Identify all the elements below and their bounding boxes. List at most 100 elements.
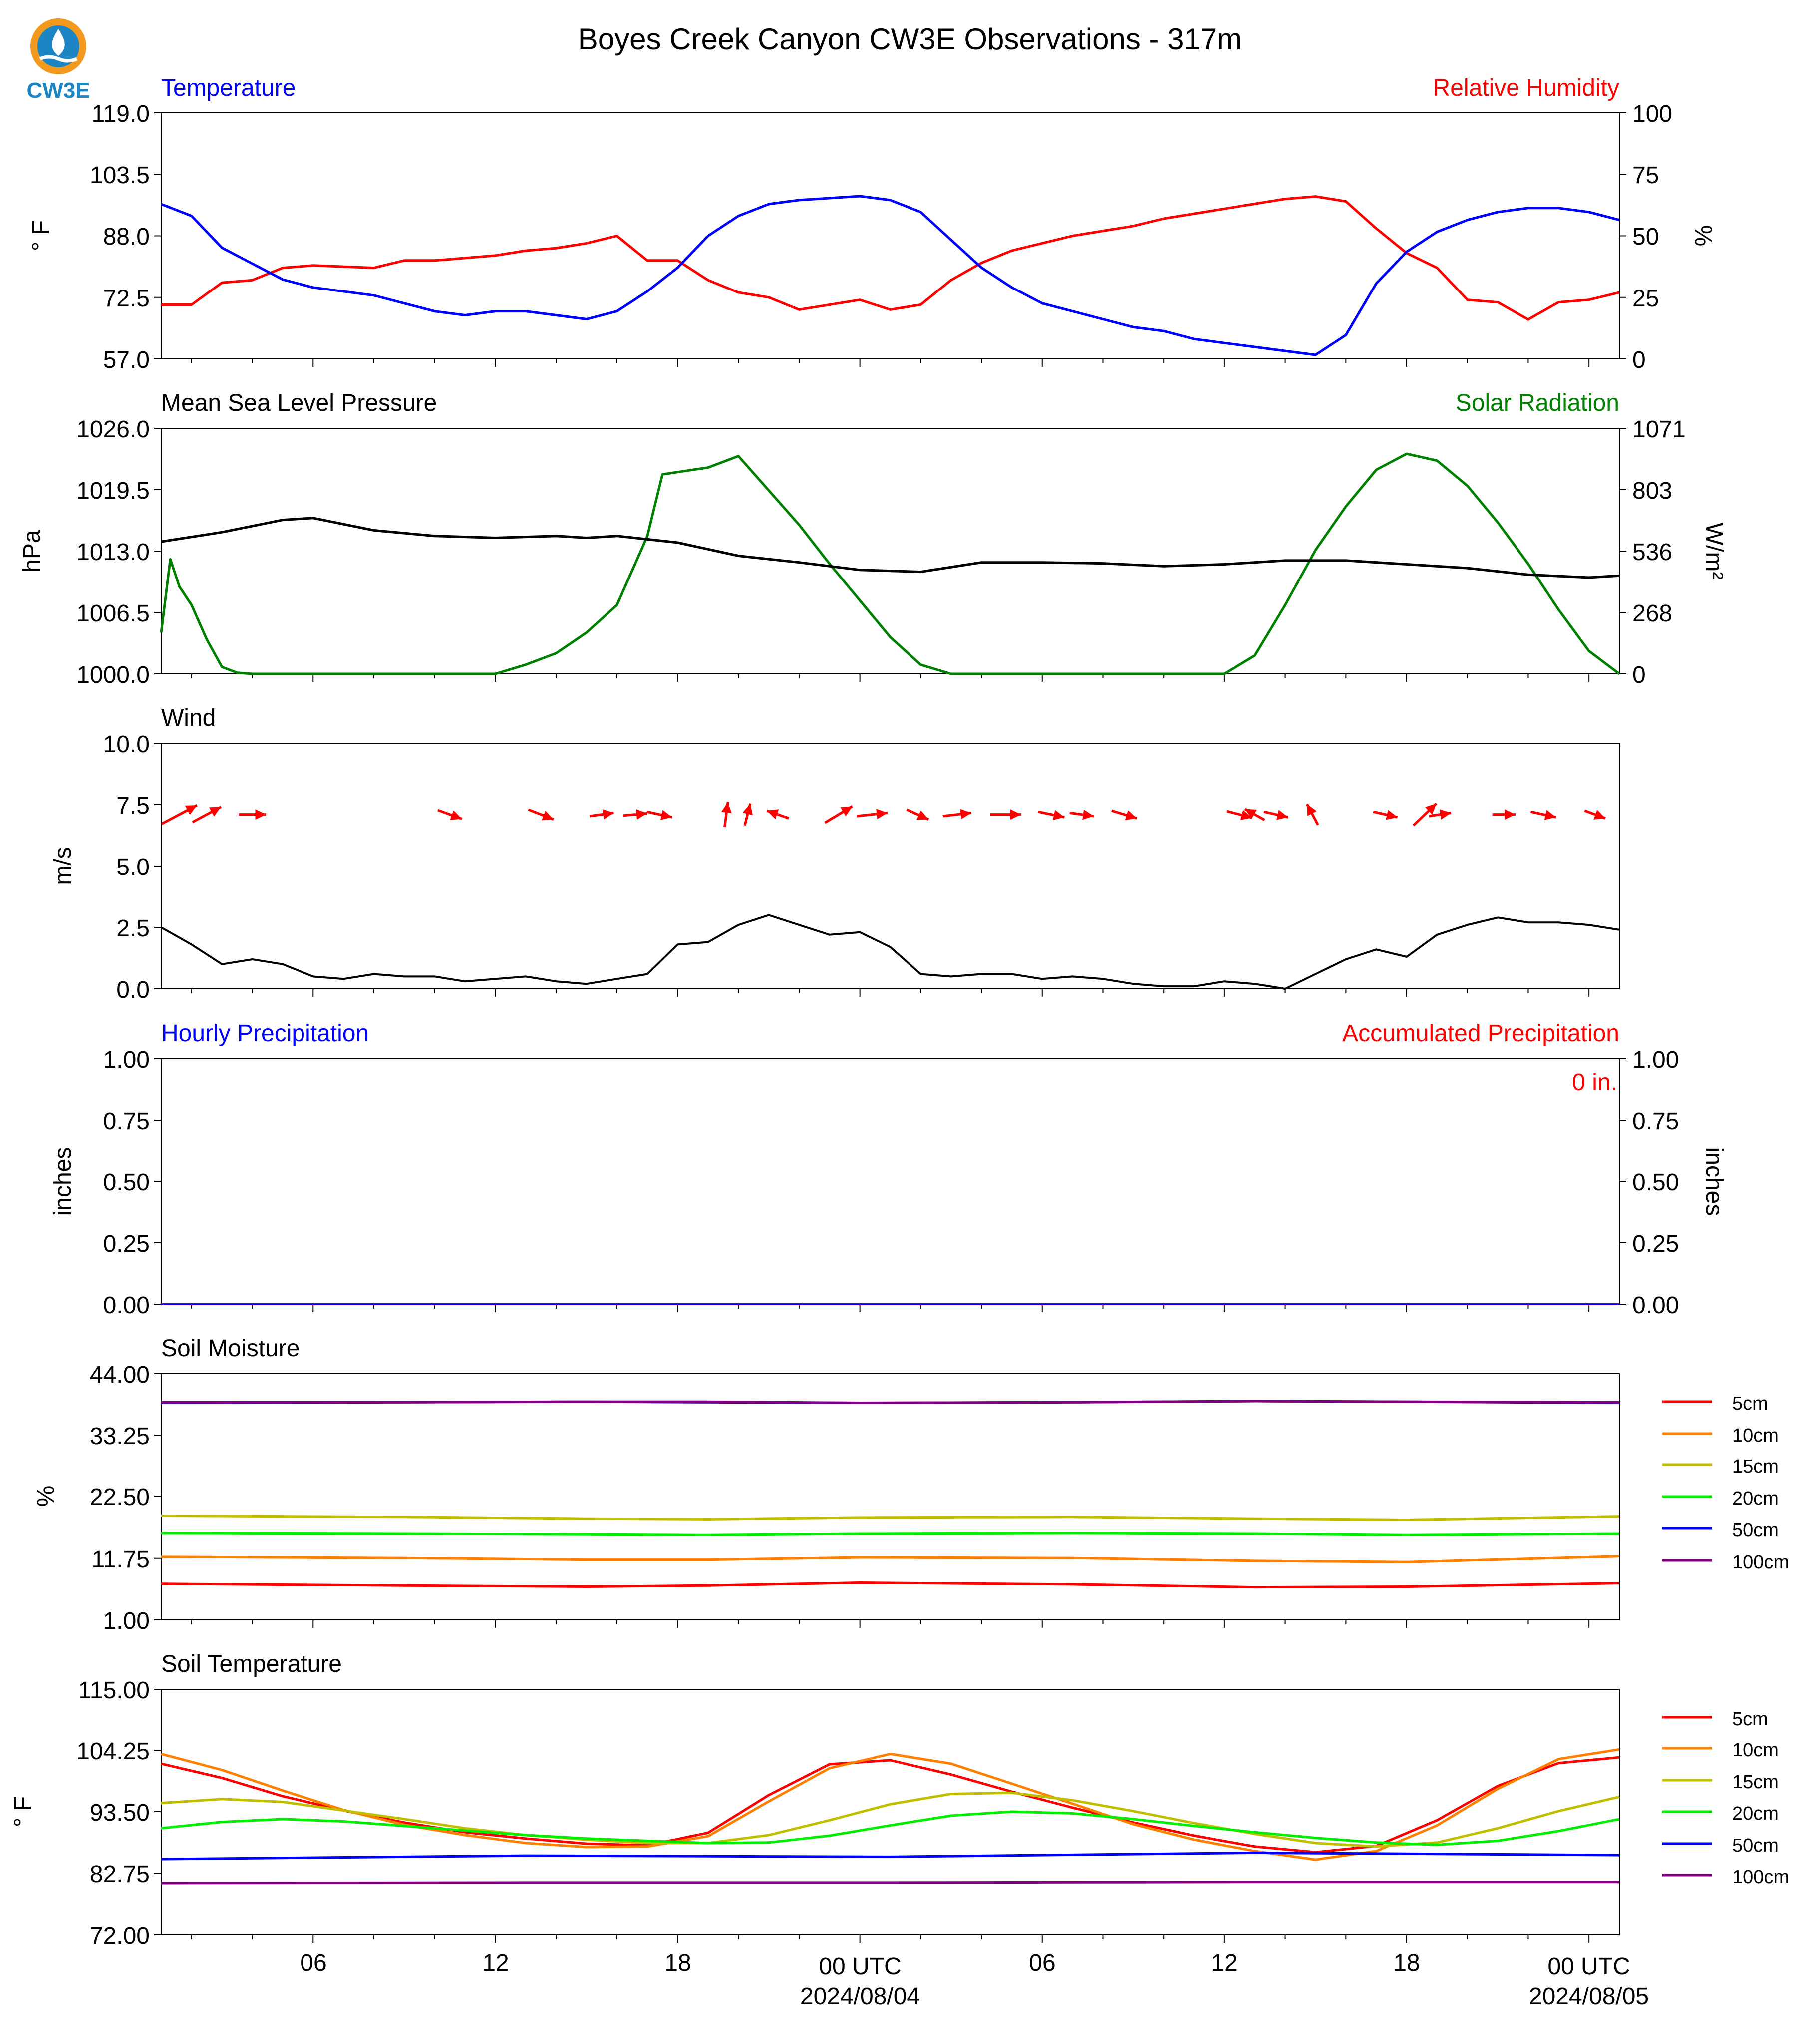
y-tick-right: 0.50: [1632, 1169, 1679, 1196]
panel-temperature-humidity: Temperature Relative Humidity ° F % 119.…: [28, 75, 1716, 373]
legend-label: 20cm: [1732, 1488, 1779, 1509]
soil-temperature-line-100cm: [161, 1881, 1619, 1885]
wind-arrow-head: [255, 809, 267, 820]
wind-arrow-head: [721, 802, 732, 814]
y-tick-left: 1000.0: [76, 662, 150, 688]
wind-arrow-head: [1125, 810, 1137, 821]
solar-radiation-line: [160, 452, 1620, 675]
wind-arrow-head: [1593, 810, 1606, 820]
y-tick-right: 1.00: [1632, 1047, 1679, 1073]
y-label-left: ° F: [10, 1796, 36, 1827]
y-tick-right: 100: [1632, 101, 1672, 127]
cw3e-logo-icon: [30, 18, 86, 74]
y-tick-left: 1.00: [103, 1047, 150, 1073]
x-tick-label: 06: [1029, 1950, 1055, 1976]
wind-arrow-head: [1440, 809, 1451, 820]
y-label-right: inches: [1701, 1147, 1727, 1216]
wind-arrow-head: [960, 809, 971, 820]
panel-title-hourly-precip: Hourly Precipitation: [161, 1020, 369, 1047]
panel-title-wind: Wind: [161, 705, 216, 731]
panel-soil-temperature: Soil Temperature ° F 115.00 104.25 93.50…: [10, 1651, 1789, 1949]
y-tick-left: 33.25: [90, 1423, 150, 1449]
legend-label: 10cm: [1732, 1425, 1779, 1446]
y-tick-right: 536: [1632, 539, 1672, 566]
wind-arrow-head: [1386, 810, 1398, 820]
wind-speed-line: [161, 914, 1620, 990]
y-label-left: %: [33, 1486, 59, 1507]
soil-moisture-line-20cm: [161, 1532, 1620, 1536]
panel-title-accum-precip: Accumulated Precipitation: [1342, 1020, 1619, 1047]
panel-soil-moisture: Soil Moisture % 44.00 33.25 22.50 11.75 …: [33, 1335, 1789, 1634]
y-tick-right: 803: [1632, 478, 1672, 504]
y-tick-left: 0.50: [103, 1169, 150, 1196]
y-tick-right: 25: [1632, 286, 1659, 312]
wind-arrow-head: [1010, 809, 1021, 820]
x-tick-label: 12: [1211, 1950, 1237, 1976]
y-tick-left: 11.75: [91, 1546, 150, 1573]
soil-moisture-line-15cm: [161, 1515, 1620, 1521]
wind-arrow-head: [636, 809, 647, 820]
soil-moisture-line-10cm: [161, 1555, 1620, 1563]
y-tick-right: 75: [1632, 162, 1659, 189]
cw3e-logo-text: CW3E: [26, 78, 90, 103]
y-tick-left: 88.0: [103, 224, 150, 250]
y-tick-right: 0.75: [1632, 1108, 1679, 1135]
pressure-line: [161, 517, 1620, 579]
panel-pressure-solar: Mean Sea Level Pressure Solar Radiation …: [19, 390, 1727, 688]
wind-arrow-head: [1505, 809, 1516, 820]
legend-label: 5cm: [1732, 1393, 1768, 1414]
soil-temperature-line-15cm: [161, 1791, 1620, 1848]
y-tick-left: 0.0: [116, 977, 150, 1003]
panel-title-humidity: Relative Humidity: [1433, 75, 1619, 101]
y-tick-left: 1.00: [103, 1608, 150, 1634]
legend-label: 50cm: [1732, 1520, 1779, 1541]
x-tick-label: 00 UTC: [819, 1953, 901, 1980]
legend-label: 50cm: [1732, 1835, 1779, 1856]
y-tick-left: 93.50: [90, 1800, 150, 1826]
y-tick-right: 0.25: [1632, 1231, 1679, 1257]
wind-arrow-head: [1082, 809, 1094, 820]
figure-title: Boyes Creek Canyon CW3E Observations - 3…: [578, 22, 1242, 56]
wind-arrow-head: [660, 810, 672, 820]
y-tick-left: 44.00: [90, 1362, 150, 1388]
y-tick-right: 0: [1632, 347, 1646, 373]
wind-arrow-head: [185, 805, 197, 815]
panel-title-pressure: Mean Sea Level Pressure: [161, 390, 437, 416]
legend-label: 5cm: [1732, 1709, 1768, 1730]
y-label-left: hPa: [19, 530, 45, 573]
y-tick-left: 5.0: [116, 854, 150, 880]
soil-temperature-line-50cm: [161, 1851, 1620, 1861]
x-tick-label: 00 UTC: [1547, 1953, 1630, 1980]
y-label-left: m/s: [50, 847, 76, 885]
y-tick-left: 0.75: [103, 1108, 150, 1135]
y-label-right: W/m²: [1701, 523, 1727, 580]
plot-frame: [161, 1058, 1620, 1305]
wind-arrow-head: [767, 809, 779, 819]
panel-title-temperature: Temperature: [161, 75, 296, 101]
y-tick-left: 82.75: [90, 1861, 150, 1888]
x-tick-label: 12: [482, 1950, 509, 1976]
x-axis-labels: 06 12 18 00 UTC 06 12 18 00 UTC 2024/08/…: [300, 1950, 1649, 2010]
wind-arrow-head: [1053, 810, 1065, 820]
wind-arrow-head: [1544, 810, 1556, 820]
y-tick-left: 57.0: [103, 347, 150, 373]
panel-wind: Wind m/s 10.0 7.5 5.0 2.5 0.0: [50, 705, 1620, 1003]
y-tick-left: 22.50: [90, 1484, 150, 1511]
legend-label: 100cm: [1732, 1867, 1789, 1888]
legend-label: 10cm: [1732, 1740, 1779, 1761]
y-tick-left: 1006.5: [76, 600, 150, 627]
soil-temperature-line-20cm: [161, 1810, 1620, 1846]
y-tick-right: 0.00: [1632, 1292, 1679, 1319]
wind-arrow-head: [602, 809, 614, 820]
y-tick-left: 1013.0: [76, 539, 150, 566]
y-tick-right: 268: [1632, 600, 1672, 627]
y-tick-right: 50: [1632, 224, 1659, 250]
y-tick-left: 10.0: [103, 731, 150, 758]
wind-arrow-head: [1276, 810, 1288, 820]
legend-soil-temperature: 5cm 10cm 15cm 20cm 50cm 100cm: [1732, 1709, 1789, 1888]
y-tick-left: 115.00: [78, 1677, 150, 1704]
panel-title-soil-temperature: Soil Temperature: [161, 1651, 342, 1677]
x-tick-label: 18: [664, 1950, 691, 1976]
wind-arrow-head: [876, 809, 888, 820]
